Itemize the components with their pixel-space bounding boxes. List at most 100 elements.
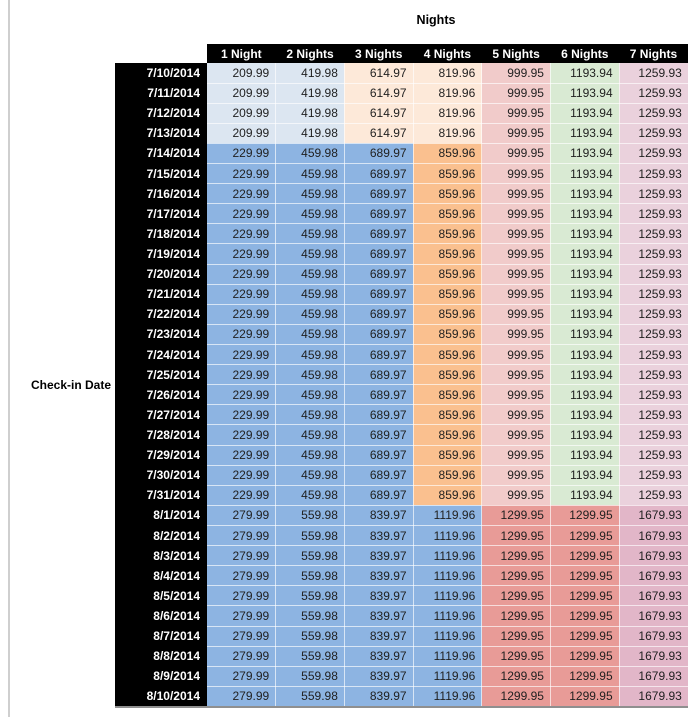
- price-cell[interactable]: 1299.95: [481, 626, 551, 647]
- price-cell[interactable]: 859.96: [413, 203, 483, 225]
- price-cell[interactable]: 459.98: [275, 203, 345, 225]
- price-cell[interactable]: 839.97: [344, 646, 414, 667]
- price-cell[interactable]: 689.97: [344, 424, 414, 446]
- price-cell[interactable]: 1259.93: [619, 203, 688, 225]
- price-cell[interactable]: 819.96: [413, 103, 483, 124]
- price-cell[interactable]: 459.98: [275, 344, 345, 366]
- price-cell[interactable]: 859.96: [413, 344, 483, 366]
- price-cell[interactable]: 819.96: [413, 63, 483, 84]
- price-cell[interactable]: 689.97: [344, 243, 414, 265]
- price-cell[interactable]: 1193.94: [550, 364, 620, 386]
- price-cell[interactable]: 1259.93: [619, 63, 688, 84]
- price-cell[interactable]: 839.97: [344, 525, 414, 547]
- price-cell[interactable]: 1193.94: [550, 324, 620, 346]
- price-cell[interactable]: 1299.95: [550, 646, 620, 667]
- price-cell[interactable]: 1259.93: [619, 324, 688, 346]
- price-cell[interactable]: 559.98: [275, 626, 345, 647]
- price-cell[interactable]: 1119.96: [413, 626, 483, 647]
- price-cell[interactable]: 1193.94: [550, 163, 620, 185]
- price-cell[interactable]: 614.97: [344, 63, 414, 84]
- price-cell[interactable]: 1119.96: [413, 545, 483, 567]
- price-cell[interactable]: 1259.93: [619, 264, 688, 285]
- price-cell[interactable]: 689.97: [344, 163, 414, 185]
- price-cell[interactable]: 1299.95: [481, 585, 551, 607]
- price-cell[interactable]: 209.99: [207, 103, 277, 124]
- price-cell[interactable]: 689.97: [344, 344, 414, 366]
- price-cell[interactable]: 999.95: [481, 304, 551, 325]
- price-cell[interactable]: 999.95: [481, 203, 551, 225]
- date-cell[interactable]: 8/1/2014: [115, 505, 207, 526]
- price-cell[interactable]: 1193.94: [550, 123, 620, 144]
- price-cell[interactable]: 1259.93: [619, 284, 688, 305]
- price-cell[interactable]: 279.99: [207, 585, 277, 607]
- price-cell[interactable]: 459.98: [275, 465, 345, 486]
- date-cell[interactable]: 7/31/2014: [115, 485, 207, 506]
- price-cell[interactable]: 859.96: [413, 384, 483, 406]
- price-cell[interactable]: 1193.94: [550, 424, 620, 446]
- price-cell[interactable]: 1119.96: [413, 585, 483, 607]
- price-cell[interactable]: 1259.93: [619, 83, 688, 104]
- date-cell[interactable]: 8/8/2014: [115, 646, 207, 667]
- price-cell[interactable]: 279.99: [207, 565, 277, 587]
- price-cell[interactable]: 859.96: [413, 364, 483, 386]
- price-cell[interactable]: 1193.94: [550, 203, 620, 225]
- price-cell[interactable]: 1299.95: [481, 605, 551, 627]
- price-cell[interactable]: 459.98: [275, 183, 345, 205]
- price-cell[interactable]: 559.98: [275, 525, 345, 547]
- price-cell[interactable]: 999.95: [481, 163, 551, 185]
- price-cell[interactable]: 859.96: [413, 424, 483, 446]
- price-cell[interactable]: 999.95: [481, 83, 551, 104]
- price-cell[interactable]: 999.95: [481, 264, 551, 285]
- price-cell[interactable]: 229.99: [207, 223, 277, 245]
- date-cell[interactable]: 7/23/2014: [115, 324, 207, 345]
- price-cell[interactable]: 999.95: [481, 404, 551, 426]
- price-cell[interactable]: 1259.93: [619, 404, 688, 426]
- price-cell[interactable]: 1679.93: [619, 646, 688, 667]
- date-cell[interactable]: 7/24/2014: [115, 344, 207, 365]
- date-cell[interactable]: 7/20/2014: [115, 264, 207, 285]
- price-cell[interactable]: 1299.95: [481, 525, 551, 547]
- price-cell[interactable]: 1299.95: [481, 666, 551, 687]
- price-cell[interactable]: 1679.93: [619, 605, 688, 627]
- price-cell[interactable]: 839.97: [344, 565, 414, 587]
- price-cell[interactable]: 1259.93: [619, 424, 688, 446]
- date-cell[interactable]: 7/17/2014: [115, 203, 207, 224]
- price-cell[interactable]: 689.97: [344, 223, 414, 245]
- price-cell[interactable]: 229.99: [207, 284, 277, 305]
- price-cell[interactable]: 459.98: [275, 243, 345, 265]
- price-cell[interactable]: 1193.94: [550, 264, 620, 285]
- price-cell[interactable]: 1259.93: [619, 243, 688, 265]
- price-cell[interactable]: 419.98: [275, 103, 345, 124]
- date-cell[interactable]: 7/22/2014: [115, 304, 207, 325]
- price-cell[interactable]: 999.95: [481, 243, 551, 265]
- price-cell[interactable]: 1259.93: [619, 465, 688, 486]
- price-cell[interactable]: 229.99: [207, 485, 277, 506]
- price-cell[interactable]: 859.96: [413, 404, 483, 426]
- price-cell[interactable]: 999.95: [481, 465, 551, 486]
- price-cell[interactable]: 839.97: [344, 626, 414, 647]
- price-cell[interactable]: 559.98: [275, 646, 345, 667]
- price-cell[interactable]: 1299.95: [550, 505, 620, 527]
- price-cell[interactable]: 209.99: [207, 63, 277, 84]
- price-cell[interactable]: 229.99: [207, 344, 277, 366]
- price-cell[interactable]: 229.99: [207, 143, 277, 165]
- date-cell[interactable]: 8/7/2014: [115, 626, 207, 647]
- date-cell[interactable]: 7/27/2014: [115, 404, 207, 425]
- date-cell[interactable]: 8/5/2014: [115, 585, 207, 606]
- price-cell[interactable]: 559.98: [275, 585, 345, 607]
- price-cell[interactable]: 999.95: [481, 63, 551, 84]
- price-cell[interactable]: 1193.94: [550, 304, 620, 325]
- price-cell[interactable]: 1679.93: [619, 626, 688, 647]
- price-cell[interactable]: 999.95: [481, 183, 551, 205]
- price-cell[interactable]: 1193.94: [550, 465, 620, 486]
- night-header-cell[interactable]: 4 Nights: [413, 44, 482, 63]
- price-cell[interactable]: 1193.94: [550, 63, 620, 84]
- price-cell[interactable]: 614.97: [344, 103, 414, 124]
- price-cell[interactable]: 229.99: [207, 364, 277, 386]
- price-cell[interactable]: 999.95: [481, 103, 551, 124]
- price-cell[interactable]: 1259.93: [619, 364, 688, 386]
- price-cell[interactable]: 1259.93: [619, 123, 688, 144]
- date-cell[interactable]: 7/10/2014: [115, 63, 207, 84]
- price-cell[interactable]: 689.97: [344, 404, 414, 426]
- price-cell[interactable]: 559.98: [275, 545, 345, 567]
